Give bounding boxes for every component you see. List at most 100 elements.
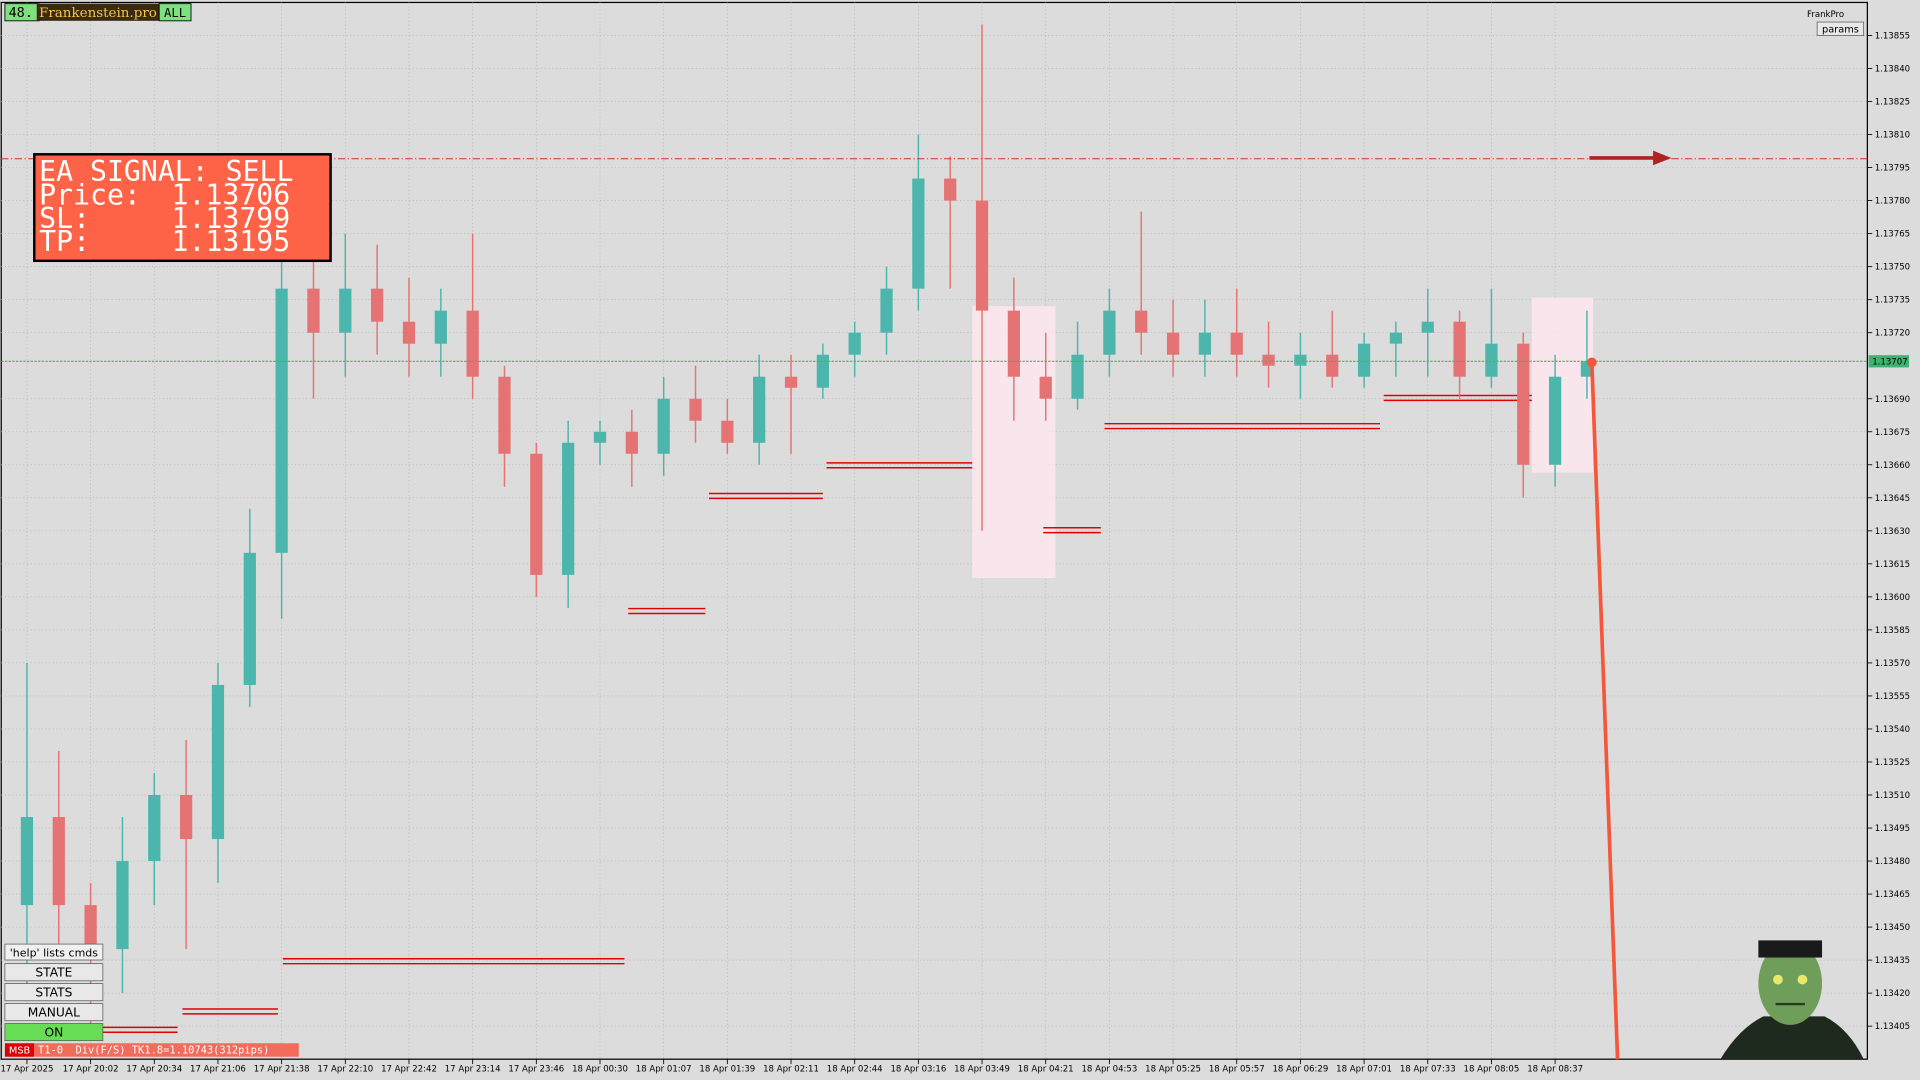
x-tick-label: 18 Apr 04:53 bbox=[1081, 1064, 1137, 1074]
y-tick-label: 1.13750 bbox=[1875, 263, 1910, 273]
y-tick-label: 1.13795 bbox=[1875, 164, 1910, 174]
candle-body bbox=[466, 310, 479, 377]
x-tick-label: 18 Apr 04:21 bbox=[1018, 1064, 1074, 1074]
candle-body bbox=[1007, 310, 1020, 377]
y-tick-label: 1.13675 bbox=[1875, 428, 1910, 438]
candles bbox=[20, 24, 1594, 1038]
command-button-label[interactable]: ON bbox=[44, 1025, 63, 1039]
x-tick-label: 18 Apr 05:57 bbox=[1209, 1064, 1265, 1074]
x-tick-label: 17 Apr 21:38 bbox=[254, 1064, 310, 1074]
y-tick-label: 1.13615 bbox=[1875, 560, 1910, 570]
mascot bbox=[1720, 940, 1864, 1060]
buttons: STATE STATS MANUAL ON bbox=[4, 963, 104, 1042]
status-text: T1-0 Div(F/S) TK1.8=1.10743(312pips) bbox=[38, 1045, 269, 1057]
x-tick-label: 17 Apr 22:10 bbox=[317, 1064, 373, 1074]
y-tick-label: 1.13420 bbox=[1875, 989, 1910, 999]
y-tick-label: 1.13855 bbox=[1875, 32, 1910, 42]
mode: ALL bbox=[164, 6, 186, 20]
corner-label: FrankPro bbox=[1807, 10, 1844, 20]
x-tick-label: 18 Apr 07:01 bbox=[1336, 1064, 1392, 1074]
candle-body bbox=[243, 552, 256, 685]
candle-body bbox=[975, 200, 989, 311]
y-tick-label: 1.13690 bbox=[1875, 395, 1910, 405]
candle-body bbox=[116, 861, 129, 950]
help-text: 'help' lists cmds bbox=[10, 946, 99, 959]
candle-body bbox=[339, 288, 352, 333]
signal-label: SL: bbox=[39, 202, 90, 235]
y-tick-label: 1.13600 bbox=[1875, 593, 1910, 603]
brand-box bbox=[36, 3, 160, 21]
current-price-box bbox=[1868, 355, 1909, 368]
command-button[interactable] bbox=[4, 983, 104, 1002]
command-button-label[interactable]: MANUAL bbox=[28, 1005, 80, 1019]
candle-body bbox=[657, 398, 670, 454]
command-button[interactable] bbox=[4, 1003, 104, 1022]
candle-body bbox=[20, 817, 34, 906]
signal-box bbox=[33, 153, 332, 263]
candle-body bbox=[530, 453, 543, 575]
y-tick-label: 1.13645 bbox=[1875, 494, 1910, 504]
entry-marker bbox=[1586, 357, 1597, 368]
signal-label: TP: bbox=[39, 225, 90, 258]
candle-body bbox=[625, 431, 638, 454]
y-tick-label: 1.13405 bbox=[1875, 1022, 1910, 1032]
x-tick-label: 18 Apr 03:16 bbox=[890, 1064, 946, 1074]
command-button[interactable] bbox=[4, 1023, 104, 1042]
candle-body bbox=[434, 310, 447, 344]
candle-body bbox=[211, 684, 225, 840]
candle-body bbox=[944, 178, 957, 201]
candle-body bbox=[1071, 354, 1084, 399]
candle-body bbox=[1517, 343, 1530, 465]
counter: 48. bbox=[9, 6, 33, 21]
candle-body bbox=[402, 321, 416, 344]
x-tick-label: 18 Apr 07:33 bbox=[1400, 1064, 1456, 1074]
candle-body bbox=[689, 398, 702, 421]
candle-body bbox=[1262, 354, 1275, 366]
current-price-label: 1.13707 bbox=[1872, 357, 1907, 367]
help-box bbox=[4, 943, 104, 961]
signal-text: EA SIGNAL: SELL Price: 1.13706 SL: 1.137… bbox=[39, 155, 293, 258]
candle-body bbox=[1357, 343, 1371, 377]
candle-body bbox=[84, 905, 97, 950]
signal-title: EA SIGNAL: SELL bbox=[39, 155, 293, 188]
y-tick-label: 1.13840 bbox=[1875, 65, 1910, 75]
candle-body bbox=[180, 795, 193, 840]
params-label[interactable]: params bbox=[1822, 24, 1859, 35]
y-tick-label: 1.13465 bbox=[1875, 890, 1910, 900]
candle-body bbox=[371, 288, 384, 322]
candle-body bbox=[753, 376, 766, 443]
candle-body bbox=[1039, 376, 1052, 399]
y-tick-label: 1.13630 bbox=[1875, 527, 1910, 537]
signal-value: 1.13706 bbox=[172, 178, 291, 211]
y-tick-label: 1.13435 bbox=[1875, 956, 1910, 966]
command-button[interactable] bbox=[4, 963, 104, 982]
signal-value: 1.13195 bbox=[172, 225, 291, 258]
command-button-label[interactable]: STATE bbox=[35, 966, 72, 980]
candle-body bbox=[52, 817, 65, 906]
tp-line bbox=[1590, 362, 1620, 1060]
signal-value: 1.13799 bbox=[172, 202, 291, 235]
candle-body bbox=[562, 442, 575, 575]
status-tag: MSB bbox=[9, 1046, 31, 1057]
candle-body bbox=[1294, 354, 1307, 366]
candle-body bbox=[307, 288, 320, 333]
candle-body bbox=[1135, 310, 1148, 333]
y-tick-label: 1.13450 bbox=[1875, 923, 1910, 933]
x-tick-label: 18 Apr 08:05 bbox=[1464, 1064, 1520, 1074]
y-tick-label: 1.13525 bbox=[1875, 758, 1910, 768]
command-button-label[interactable]: STATS bbox=[35, 985, 72, 999]
params-button[interactable] bbox=[1816, 21, 1865, 36]
y-tick-label: 1.13810 bbox=[1875, 131, 1910, 141]
candle-body bbox=[1389, 332, 1403, 344]
candle-body bbox=[275, 288, 288, 553]
y-tick-label: 1.13480 bbox=[1875, 857, 1910, 867]
x-tick-label: 17 Apr 2025 bbox=[0, 1064, 53, 1074]
y-tick-label: 1.13540 bbox=[1875, 725, 1910, 735]
y-tick-label: 1.13720 bbox=[1875, 329, 1910, 339]
candle-body bbox=[1230, 332, 1243, 355]
candle-body bbox=[1453, 321, 1466, 377]
levels bbox=[6, 394, 1532, 1033]
x-tick-label: 17 Apr 22:42 bbox=[381, 1064, 437, 1074]
y-tick-label: 1.13735 bbox=[1875, 296, 1910, 306]
x-tick-label: 18 Apr 08:37 bbox=[1527, 1064, 1583, 1074]
